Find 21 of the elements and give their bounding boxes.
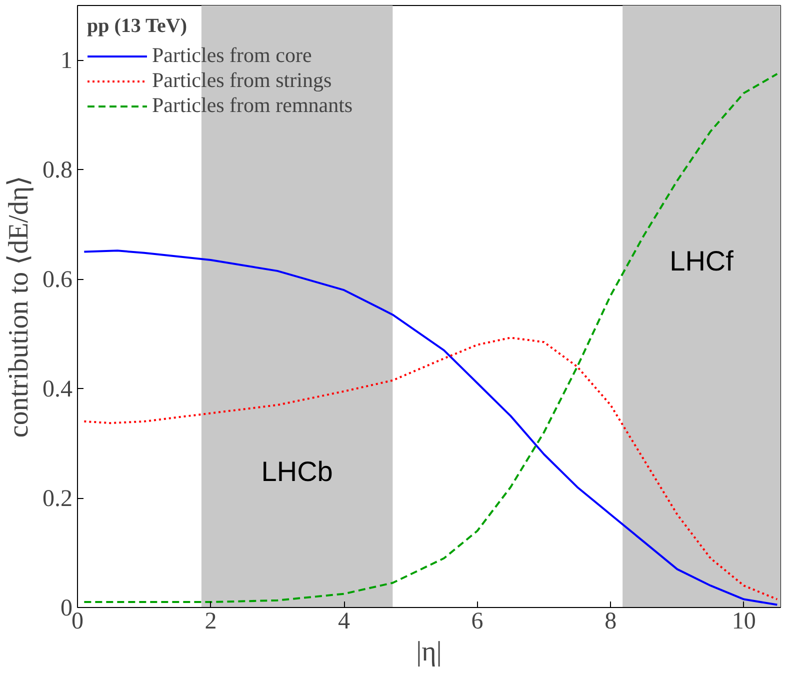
x-tick-label: 6 [471, 608, 484, 634]
legend-title: pp (13 TeV) [87, 15, 188, 38]
y-tick-label: 1 [60, 48, 72, 74]
line-series [83, 336, 778, 600]
line-series [83, 250, 778, 606]
x-tick-label: 4 [338, 608, 350, 634]
x-tick-label: 2 [204, 608, 217, 634]
y-axis-title: contribution to ⟨dE/dη⟩ [4, 175, 34, 438]
x-tick-label: 8 [604, 608, 617, 634]
legend-label: Particles from strings [152, 68, 332, 93]
y-tick-label: 0.8 [42, 158, 72, 184]
y-tick-label: 0.4 [42, 376, 72, 403]
line-series [83, 72, 778, 604]
x-axis-title: |η| [416, 636, 442, 668]
legend-label: Particles from core [152, 43, 312, 68]
band-label: LHCb [261, 456, 333, 488]
legend-label: Particles from remnants [152, 93, 353, 118]
y-tick-label: 0.2 [42, 486, 72, 512]
x-tick-label: 10 [732, 608, 756, 634]
band-label: LHCf [670, 245, 734, 276]
y-tick-label: 0.6 [42, 267, 72, 294]
